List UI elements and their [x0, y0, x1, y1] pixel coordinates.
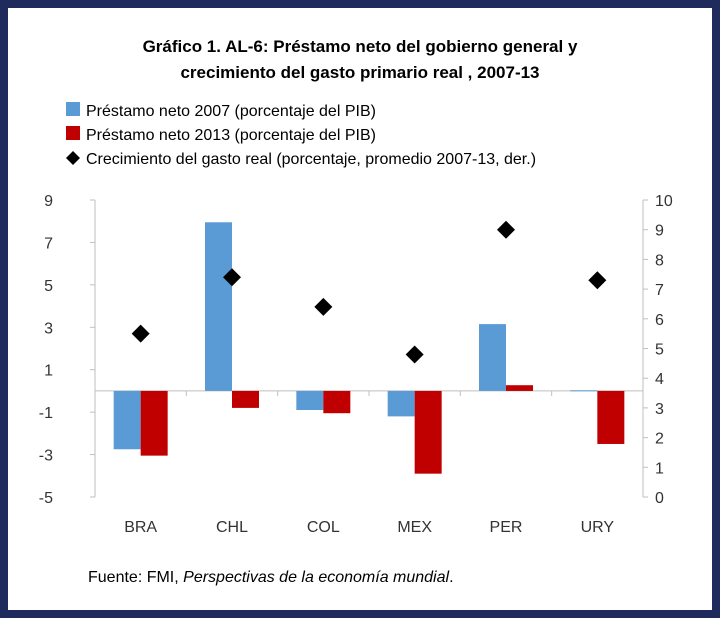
category-label: URY: [581, 519, 615, 536]
left-tick-label: -1: [39, 405, 53, 422]
right-tick-label: 5: [655, 342, 664, 359]
legend-label: Préstamo neto 2013 (porcentaje del PIB): [86, 127, 376, 144]
bar-ury-series1: [597, 390, 625, 444]
category-label: PER: [490, 519, 523, 536]
legend: Préstamo neto 2007 (porcentaje del PIB) P…: [66, 102, 536, 168]
chart-title-line1: Gráfico 1. AL-6: Préstamo neto del gobie…: [143, 37, 578, 56]
bar-ury-series0: [570, 390, 598, 392]
bar-mex-series0: [387, 390, 415, 417]
source-note: Fuente: FMI, Perspectivas de la economía…: [88, 569, 454, 586]
category-label: BRA: [124, 519, 157, 536]
bar-chl-series1: [232, 390, 259, 408]
bar-per-series1: [506, 385, 533, 391]
right-tick-label: 10: [655, 193, 673, 210]
point-col: [314, 297, 333, 316]
legend-label: Préstamo neto 2007 (porcentaje del PIB): [86, 103, 376, 120]
right-tick-label: 7: [655, 282, 664, 299]
legend-swatch: [66, 102, 80, 116]
source-suffix: .: [449, 569, 453, 586]
legend-marker: [66, 151, 80, 165]
left-tick-label: 3: [44, 320, 53, 337]
bar-per-series0: [479, 324, 506, 391]
chart-title-line2: crecimiento del gasto primario real , 20…: [180, 63, 539, 82]
category-label: CHL: [216, 519, 248, 536]
right-tick-label: 4: [655, 371, 664, 388]
source-title: Perspectivas de la economía mundial: [183, 569, 449, 586]
chart-frame: [8, 8, 712, 610]
legend-swatch: [66, 126, 80, 140]
left-tick-label: 9: [44, 193, 53, 210]
right-tick-label: 6: [655, 312, 664, 329]
category-label: COL: [307, 519, 340, 536]
left-tick-label: -5: [39, 490, 53, 507]
bar-bra-series0: [113, 390, 141, 450]
plot-area: -5 -3 -1 1 3 5 7 9 0 1 2 3 4 5 6 7 8 9 10 BRA CHL COL MEX PER UR…: [39, 193, 673, 536]
right-tick-label: 3: [655, 401, 664, 418]
bar-col-series0: [296, 390, 324, 411]
point-per: [497, 220, 515, 239]
bar-col-series1: [323, 390, 351, 414]
point-bra: [131, 324, 150, 343]
left-tick-label: 7: [44, 235, 53, 252]
bar-mex-series1: [414, 390, 442, 474]
right-tick-label: 9: [655, 223, 664, 240]
bar-chl-series0: [205, 222, 232, 391]
right-tick-label: 8: [655, 252, 664, 269]
left-tick-label: -3: [39, 448, 53, 465]
point-chl: [223, 268, 241, 287]
point-mex: [405, 345, 424, 364]
right-tick-label: 0: [655, 490, 664, 507]
category-label: MEX: [397, 519, 432, 536]
left-tick-label: 1: [44, 363, 53, 380]
bar-bra-series1: [140, 390, 168, 456]
point-ury: [588, 271, 607, 290]
right-tick-label: 2: [655, 431, 664, 448]
left-tick-label: 5: [44, 278, 53, 295]
right-tick-label: 1: [655, 460, 664, 477]
source-prefix: Fuente: FMI,: [88, 569, 183, 586]
legend-label: Crecimiento del gasto real (porcentaje, …: [86, 151, 536, 168]
